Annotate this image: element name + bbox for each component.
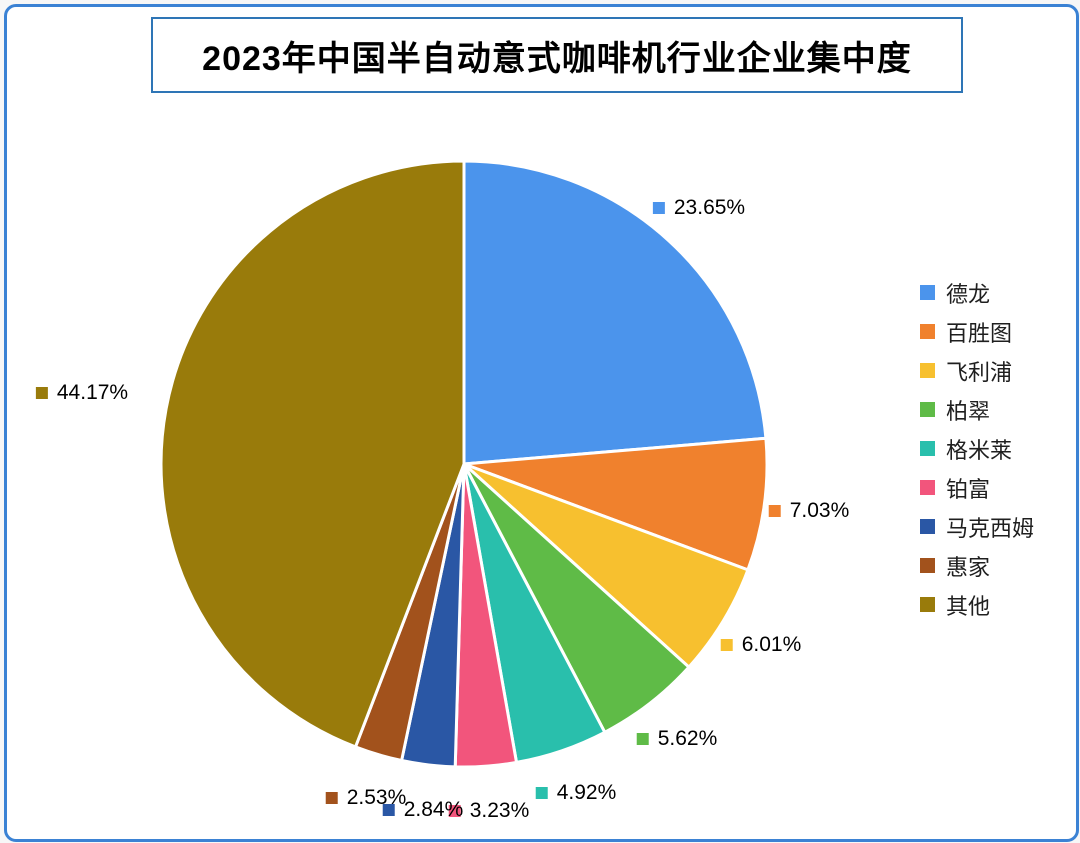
- legend-item: 飞利浦: [920, 351, 1034, 390]
- data-label-value: 3.23%: [469, 799, 530, 822]
- data-label: 3.23%: [448, 799, 530, 823]
- data-label: 2.53%: [325, 786, 407, 810]
- chart-layer: 2023年中国半自动意式咖啡机行业企业集中度 23.65% 7.03% 6.01% 5…: [7, 7, 1076, 839]
- data-label: 4.92%: [535, 781, 617, 805]
- legend: 德龙百胜图飞利浦柏翠格米莱铂富马克西姆惠家其他: [920, 273, 1034, 624]
- legend-label: 惠家: [946, 554, 991, 580]
- data-label-swatch: [35, 387, 48, 399]
- legend-swatch: [920, 402, 935, 417]
- data-label: 5.62%: [636, 727, 718, 751]
- data-label-value: 2.53%: [346, 786, 407, 809]
- legend-swatch: [920, 480, 935, 495]
- data-label-value: 6.01%: [741, 633, 802, 656]
- legend-label: 其他: [946, 593, 991, 619]
- legend-item: 百胜图: [920, 312, 1034, 351]
- legend-swatch: [920, 558, 935, 573]
- data-label-swatch: [382, 804, 395, 816]
- data-label-value: 5.62%: [657, 727, 718, 750]
- legend-swatch: [920, 363, 935, 378]
- chart-title: 2023年中国半自动意式咖啡机行业企业集中度: [202, 39, 912, 78]
- chart-title-box: 2023年中国半自动意式咖啡机行业企业集中度: [151, 17, 963, 93]
- legend-label: 百胜图: [946, 320, 1013, 346]
- legend-label: 飞利浦: [946, 359, 1013, 385]
- data-label-value: 4.92%: [556, 781, 617, 804]
- legend-item: 柏翠: [920, 390, 1034, 429]
- data-label: 44.17%: [35, 381, 129, 405]
- pie-slice-1: [462, 159, 768, 466]
- legend-item: 德龙: [920, 273, 1034, 312]
- data-label-swatch: [720, 639, 733, 651]
- legend-item: 惠家: [920, 546, 1034, 585]
- legend-swatch: [920, 285, 935, 300]
- data-label: 23.65%: [652, 196, 746, 220]
- legend-label: 格米莱: [946, 437, 1013, 463]
- data-label-swatch: [768, 505, 781, 517]
- data-label: 2.84%: [382, 798, 464, 822]
- data-label-swatch: [636, 733, 649, 745]
- data-label-value: 2.84%: [403, 798, 464, 821]
- legend-swatch: [920, 597, 935, 612]
- data-label-value: 7.03%: [789, 499, 850, 522]
- legend-item: 格米莱: [920, 429, 1034, 468]
- pie-slice-9: [159, 159, 466, 749]
- legend-item: 马克西姆: [920, 507, 1034, 546]
- legend-swatch: [920, 324, 935, 339]
- data-label-swatch: [535, 787, 548, 799]
- legend-label: 马克西姆: [946, 515, 1035, 541]
- pie-chart: [159, 159, 769, 769]
- data-label-value: 44.17%: [56, 381, 129, 404]
- data-label-swatch: [448, 805, 461, 817]
- pie-slice-2: [462, 436, 769, 572]
- data-label: 6.01%: [720, 633, 802, 657]
- legend-swatch: [920, 519, 935, 534]
- legend-item: 铂富: [920, 468, 1034, 507]
- data-label: 7.03%: [768, 499, 850, 523]
- legend-swatch: [920, 441, 935, 456]
- chart-frame: 2023年中国半自动意式咖啡机行业企业集中度 23.65% 7.03% 6.01% 5…: [4, 4, 1079, 842]
- legend-item: 其他: [920, 585, 1034, 624]
- legend-label: 铂富: [946, 476, 991, 502]
- data-label-swatch: [652, 202, 665, 214]
- legend-label: 德龙: [946, 281, 991, 307]
- legend-label: 柏翠: [946, 398, 991, 424]
- data-label-swatch: [325, 792, 338, 804]
- data-label-value: 23.65%: [673, 196, 746, 219]
